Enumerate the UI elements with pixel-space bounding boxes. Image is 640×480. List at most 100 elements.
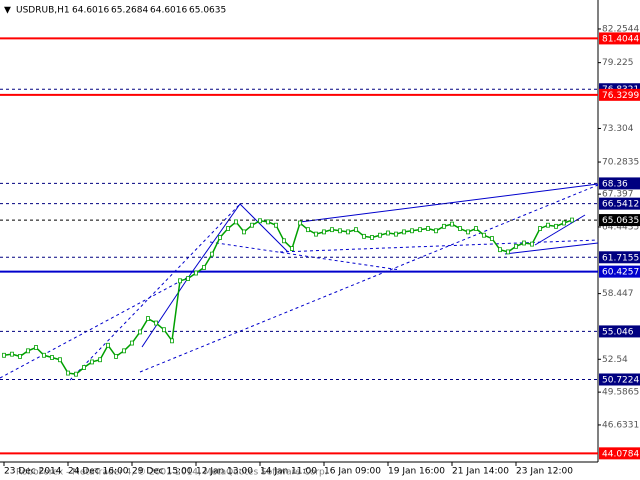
price-candle xyxy=(26,348,30,354)
price-candle xyxy=(258,218,262,224)
ohlc-value: 65.0635 xyxy=(189,6,226,16)
price-candle xyxy=(90,359,94,365)
level-label-bg xyxy=(599,88,640,101)
price-candle xyxy=(106,342,110,348)
price-candle xyxy=(522,240,526,246)
price-candle xyxy=(514,243,518,249)
wave-line xyxy=(141,203,289,348)
price-candle xyxy=(58,357,62,363)
level-label-bg xyxy=(599,32,640,45)
price-candle xyxy=(394,231,398,237)
price-candle xyxy=(418,227,422,233)
level-label-bg xyxy=(599,177,640,190)
price-candle xyxy=(114,353,118,359)
price-candle xyxy=(34,345,38,350)
y-tick-label: 52.54 xyxy=(602,355,628,365)
price-candle xyxy=(50,355,54,360)
price-candle xyxy=(162,327,166,333)
price-candle xyxy=(554,223,558,229)
ohlc-value: 65.2684 xyxy=(111,6,148,16)
price-candle xyxy=(434,228,438,234)
price-candle xyxy=(562,220,566,226)
level-label-bg xyxy=(599,251,640,264)
price-candle xyxy=(170,338,174,344)
price-candle xyxy=(154,320,158,326)
price-candle xyxy=(410,228,414,234)
trend-line xyxy=(139,184,599,373)
trend-line xyxy=(209,241,401,271)
channel-line xyxy=(299,183,599,223)
level-label-bg xyxy=(599,197,640,210)
price-candle xyxy=(122,348,126,354)
price-candle xyxy=(330,227,334,233)
x-tick-label: 29 Dec 15:00 xyxy=(132,467,193,477)
level-label: 76.3299 xyxy=(602,91,639,101)
level-label: 44.0784 xyxy=(602,449,639,459)
x-tick-label: 23 Dec 2014 xyxy=(4,467,62,477)
x-tick-label: 23 Jan 12:00 xyxy=(516,467,573,477)
price-candle xyxy=(10,351,14,357)
price-candle xyxy=(570,217,574,223)
price-candle xyxy=(442,223,446,229)
price-candle xyxy=(178,278,182,284)
price-candle xyxy=(2,352,6,358)
price-candle xyxy=(250,222,254,228)
price-candle xyxy=(226,226,230,231)
price-candle xyxy=(538,226,542,231)
ohlc-value: 64.6016 xyxy=(150,6,187,16)
price-candle xyxy=(82,365,86,370)
level-label: 50.7224 xyxy=(602,375,639,385)
price-candle xyxy=(346,229,350,235)
y-tick-label: 58.447 xyxy=(602,289,634,299)
price-candle xyxy=(370,235,374,240)
price-candle xyxy=(314,231,318,237)
y-tick-label: 46.6331 xyxy=(602,420,639,430)
y-tick-label: 49.5865 xyxy=(602,388,639,398)
price-candle xyxy=(474,226,478,231)
level-label-bg xyxy=(599,214,640,227)
price-candle xyxy=(186,276,190,281)
price-candle xyxy=(138,329,142,335)
level-label: 60.4257 xyxy=(602,268,639,278)
level-label: 66.5412 xyxy=(602,200,639,210)
price-candle xyxy=(506,249,510,255)
price-candle xyxy=(290,246,294,251)
symbol-title: USDRUB,H1 xyxy=(16,6,70,16)
level-label-bg xyxy=(599,325,640,338)
price-candle xyxy=(466,229,470,235)
x-tick-label: 14 Jan 11:00 xyxy=(260,467,317,477)
y-tick-label: 79.225 xyxy=(602,58,634,68)
trend-line xyxy=(69,203,241,381)
price-candle xyxy=(322,229,326,235)
price-candle xyxy=(18,353,22,359)
trend-line xyxy=(279,239,599,253)
price-candle xyxy=(338,228,342,234)
price-candle xyxy=(202,265,206,270)
y-tick-label: 82.2544 xyxy=(602,24,639,34)
price-candle xyxy=(386,230,390,236)
collapse-arrow[interactable]: ▼ xyxy=(4,6,11,16)
level-label-bg xyxy=(599,373,640,386)
price-candle xyxy=(530,241,534,247)
level-label-bg xyxy=(599,447,640,460)
price-candle xyxy=(130,340,134,346)
price-candle xyxy=(378,232,382,238)
price-candle xyxy=(482,232,486,238)
level-label: 55.046 xyxy=(602,327,634,337)
price-candle xyxy=(362,233,366,239)
x-tick-label: 21 Jan 14:00 xyxy=(452,467,509,477)
price-candle xyxy=(42,352,46,358)
level-label: 61.7155 xyxy=(602,253,639,263)
price-candle xyxy=(194,270,198,276)
price-candle xyxy=(274,222,278,228)
price-candle xyxy=(450,221,454,227)
price-candle xyxy=(298,220,302,226)
level-label: 68.36 xyxy=(602,179,628,189)
level-label: 81.4044 xyxy=(602,34,639,44)
price-candle xyxy=(282,238,286,244)
ohlc-value: 64.6016 xyxy=(72,6,109,16)
price-candle xyxy=(490,236,494,241)
channel-line xyxy=(504,242,599,255)
y-tick-label: 70.2835 xyxy=(602,158,639,168)
